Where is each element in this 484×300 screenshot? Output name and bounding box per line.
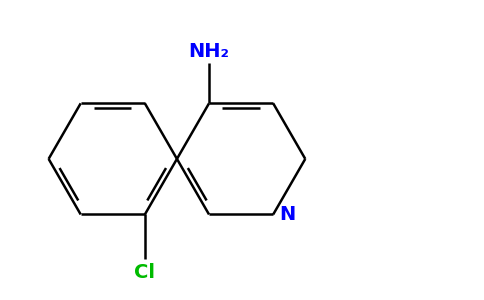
Text: NH₂: NH₂ [189, 42, 229, 61]
Text: N: N [279, 205, 296, 224]
Text: Cl: Cl [135, 262, 155, 282]
